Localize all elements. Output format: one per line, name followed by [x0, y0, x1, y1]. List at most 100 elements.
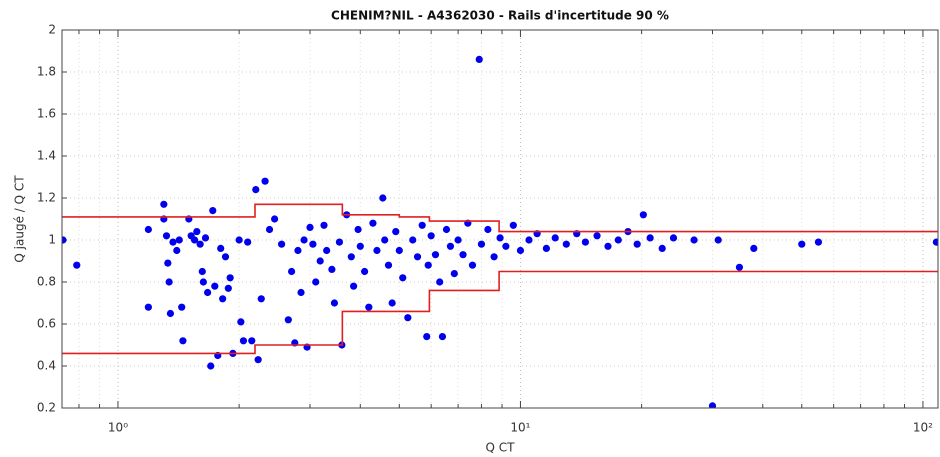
point	[271, 215, 279, 223]
point	[690, 236, 698, 244]
point	[173, 246, 181, 255]
point	[312, 278, 320, 286]
point	[199, 278, 207, 286]
step-line	[62, 270, 938, 355]
point	[179, 337, 187, 345]
point	[384, 261, 393, 269]
chart-title: CHENIM?NIL - A4362030 - Rails d'incertit…	[331, 9, 669, 23]
x-axis-label: Q CT	[486, 441, 516, 455]
y-tick-label: 1	[48, 233, 56, 247]
point	[323, 246, 331, 255]
point	[646, 234, 654, 242]
point	[265, 225, 274, 234]
point	[413, 253, 422, 261]
point	[399, 274, 407, 282]
point	[217, 244, 225, 252]
point	[350, 282, 358, 290]
point	[379, 194, 387, 202]
point	[328, 265, 336, 273]
point	[436, 278, 444, 286]
point	[144, 303, 152, 311]
point	[284, 316, 292, 324]
point	[450, 270, 458, 278]
point	[468, 261, 477, 269]
point	[361, 267, 369, 276]
point	[714, 236, 722, 244]
point	[209, 207, 217, 215]
step-line	[62, 203, 938, 233]
point	[309, 240, 317, 248]
point	[166, 309, 175, 318]
point	[427, 232, 435, 240]
point	[62, 236, 67, 244]
point	[639, 211, 647, 219]
point	[395, 246, 403, 255]
point	[257, 295, 265, 303]
point	[551, 234, 559, 242]
point	[431, 251, 440, 259]
point	[144, 225, 152, 234]
point	[356, 242, 364, 250]
y-tick-label: 1.2	[37, 191, 56, 205]
point	[365, 303, 373, 311]
plot-area	[62, 30, 938, 408]
point	[454, 236, 462, 244]
point	[190, 236, 199, 244]
point	[423, 333, 431, 341]
point	[633, 240, 641, 248]
point	[237, 318, 245, 326]
point	[178, 303, 186, 311]
point	[477, 240, 486, 248]
point	[562, 240, 570, 248]
y-tick-label: 0.2	[37, 401, 56, 415]
point	[207, 362, 215, 370]
point	[409, 236, 417, 244]
point	[224, 284, 232, 292]
point	[254, 356, 262, 364]
point	[335, 238, 344, 246]
point	[261, 177, 269, 185]
point	[502, 242, 510, 250]
x-tick-label: 10¹	[510, 421, 530, 435]
point	[211, 282, 219, 290]
point	[330, 299, 339, 307]
point	[244, 238, 252, 246]
point	[252, 186, 260, 194]
point	[248, 337, 256, 345]
point	[277, 240, 286, 248]
point	[164, 259, 172, 267]
point	[369, 219, 377, 227]
point	[442, 225, 451, 234]
point	[165, 278, 173, 286]
point	[496, 234, 504, 242]
point	[316, 257, 324, 265]
point	[446, 242, 455, 250]
point	[239, 337, 248, 345]
point	[294, 246, 302, 255]
point	[614, 236, 622, 244]
point	[300, 236, 308, 244]
point	[438, 333, 447, 341]
point	[306, 223, 314, 231]
y-axis-label: Q jaugé / Q CT	[13, 175, 27, 263]
point	[669, 234, 678, 242]
point	[287, 267, 296, 276]
y-tick-label: 0.8	[37, 275, 56, 289]
point	[162, 232, 171, 240]
point	[581, 238, 590, 246]
point	[221, 253, 230, 261]
point	[484, 225, 492, 234]
x-tick-label: 10⁰	[108, 421, 128, 435]
point	[175, 236, 183, 244]
point	[381, 236, 389, 244]
point	[490, 253, 498, 261]
point	[373, 246, 381, 255]
point	[509, 221, 517, 229]
point	[201, 234, 210, 242]
y-tick-label: 1.6	[37, 107, 56, 121]
point	[320, 221, 328, 229]
marks	[62, 55, 938, 408]
point	[388, 299, 396, 307]
